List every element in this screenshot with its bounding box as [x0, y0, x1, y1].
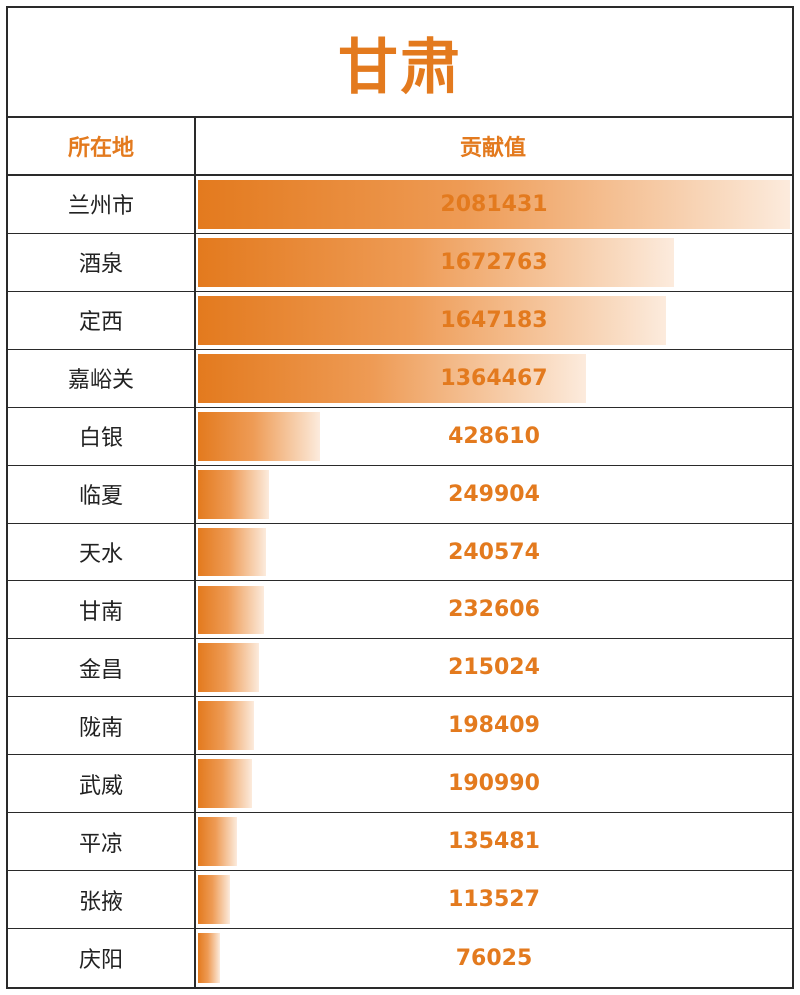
table-row: 临夏 249904	[8, 466, 792, 524]
value-label: 2081431	[440, 191, 548, 217]
value-header: 贡献值	[459, 136, 526, 161]
value-label: 76025	[455, 945, 533, 971]
value-label: 215024	[448, 655, 540, 681]
value-bar	[198, 527, 267, 577]
location-label: 酒泉	[78, 252, 123, 278]
value-bar	[198, 933, 220, 983]
value-label: 190990	[448, 771, 540, 797]
location-label: 临夏	[78, 484, 123, 510]
location-label: 张掖	[78, 889, 123, 915]
value-label: 240574	[448, 539, 540, 565]
value-bar	[198, 237, 674, 287]
location-label: 平凉	[78, 831, 123, 857]
table-row: 陇南 198409	[8, 697, 792, 756]
table-row: 白银 428610	[8, 408, 792, 466]
location-label: 定西	[78, 310, 123, 336]
table-row: 兰州市 2081431	[8, 176, 792, 234]
table-row: 金昌 215024	[8, 639, 792, 698]
table-row: 甘南 232606	[8, 582, 792, 640]
table-body: 兰州市 2081431 酒泉 1672763 定西 1647183 嘉峪关 1364467 白银…	[8, 176, 792, 987]
value-bar	[198, 875, 231, 925]
location-label: 甘南	[78, 599, 123, 625]
value-bar	[198, 817, 237, 867]
value-label: 428610	[448, 423, 540, 449]
value-bar	[198, 353, 587, 403]
value-label: 1364467	[440, 365, 548, 391]
value-bar	[198, 643, 260, 693]
value-bar	[198, 295, 667, 345]
table-row: 定西 1647183	[8, 292, 792, 350]
table-row: 庆阳 76025	[8, 929, 792, 987]
chart-table: 甘肃 所在地 贡献值 兰州市 2081431 酒泉 1672763 定西 1647183 嘉…	[6, 6, 794, 989]
location-label: 陇南	[78, 715, 123, 741]
value-label: 1672763	[440, 249, 548, 275]
column-divider	[194, 118, 196, 987]
table-row: 天水 240574	[8, 524, 792, 582]
value-bar	[198, 180, 790, 229]
value-label: 198409	[448, 713, 540, 739]
table-row: 武威 190990	[8, 755, 792, 814]
location-label: 庆阳	[78, 948, 123, 974]
value-label: 249904	[448, 481, 540, 507]
table-row: 嘉峪关 1364467	[8, 350, 792, 408]
location-label: 武威	[78, 773, 123, 799]
location-header: 所在地	[67, 136, 134, 161]
table-row: 张掖 113527	[8, 871, 792, 930]
location-label: 白银	[78, 426, 123, 452]
value-label: 232606	[448, 597, 540, 623]
table-row: 平凉 135481	[8, 813, 792, 872]
location-label: 金昌	[78, 657, 123, 683]
value-label: 1647183	[440, 307, 548, 333]
value-bar	[198, 759, 253, 809]
value-label: 113527	[448, 887, 540, 913]
location-label: 嘉峪关	[67, 368, 134, 394]
value-bar	[198, 469, 270, 519]
table-header: 所在地 贡献值	[8, 118, 792, 176]
value-bar	[198, 585, 265, 635]
table-row: 酒泉 1672763	[8, 234, 792, 292]
location-label: 天水	[78, 542, 123, 568]
value-bar	[198, 701, 255, 751]
value-bar	[198, 411, 320, 461]
chart-title: 甘肃	[8, 8, 792, 118]
value-label: 135481	[448, 829, 540, 855]
location-label: 兰州市	[67, 194, 134, 220]
